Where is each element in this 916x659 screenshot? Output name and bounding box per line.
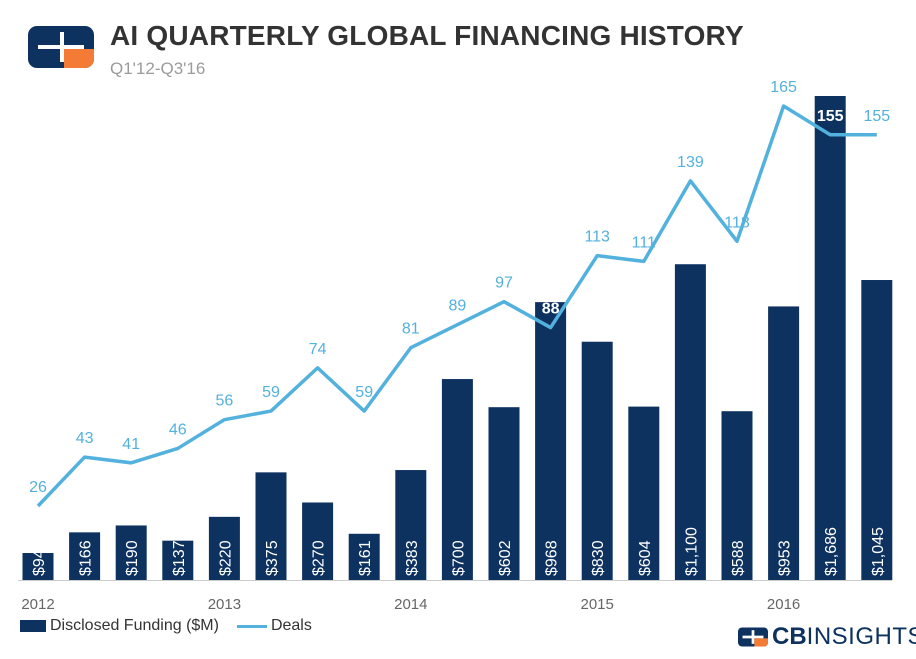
page-subtitle: Q1'12-Q3'16 [110,59,206,78]
deals-data-label: 155 [817,108,844,125]
funding-bar-label: $190 [124,540,141,576]
x-axis-year-label: 2013 [208,596,241,613]
x-axis-year-label: 2015 [581,596,614,613]
legend-deals-swatch [236,624,267,628]
funding-bar [395,470,427,580]
deals-data-label: 74 [309,341,327,358]
brand-name-bold: CB [772,623,807,650]
brand-name-light: INSIGHTS [806,623,916,650]
deals-data-label: 118 [724,214,750,231]
funding-bar [628,406,660,580]
funding-bar [348,533,380,580]
funding-bar [814,96,846,580]
x-axis-year-label: 2016 [767,596,800,613]
funding-bar-label: $270 [311,540,328,576]
funding-bar-label: $602 [497,540,514,576]
funding-bar-label: $1,686 [823,527,840,576]
funding-bar-label: $166 [78,540,95,576]
funding-bar-label: $375 [264,540,281,576]
deals-data-label: 26 [29,479,47,496]
legend-funding-label: Disclosed Funding ($M) [50,617,219,634]
deals-data-label: 41 [122,436,140,453]
legend-funding-swatch [20,620,46,632]
deals-data-label: 88 [542,301,560,318]
funding-bar [441,379,473,580]
legend-deals-label: Deals [270,617,312,634]
funding-bar [721,411,753,580]
funding-bar-label: $1,100 [683,527,700,576]
deals-line: 26 43 41 46 56 59 74 59 81 89 97 88 113 111 139 118 165 1… [29,79,890,508]
x-axis-year-label: 2014 [394,596,427,613]
deals-data-label: 97 [495,275,513,292]
deals-line-path [36,104,877,508]
funding-bar-label: $953 [777,540,794,576]
funding-bar [488,407,520,580]
deals-data-label: 43 [76,430,94,447]
funding-bar [22,553,54,580]
deals-data-label: 89 [449,298,467,315]
cb-insights-mark-icon [738,627,768,647]
funding-bar-label: $604 [637,540,654,576]
funding-bar [768,306,800,580]
deals-data-label: 155 [863,108,890,125]
funding-bars: $94 $166 $190 $137 $220 $375 $270 $161 $383 $700 $… [22,96,893,580]
cb-insights-brand: CB INSIGHTS [738,623,916,651]
funding-bar-label: $830 [590,540,607,576]
funding-bar-label: $383 [404,540,421,576]
funding-bar [302,502,334,580]
deals-data-label: 46 [169,421,187,438]
funding-bar-label: $968 [544,540,561,576]
funding-bar [674,264,706,580]
funding-bar [255,472,287,580]
deals-data-label: 59 [262,384,280,401]
deals-data-label: 81 [402,321,420,338]
funding-bar [115,525,147,580]
funding-bar [162,540,194,580]
deals-data-label: 165 [770,79,797,96]
funding-bar-label: $1,045 [870,527,887,576]
funding-bar-label: $161 [357,540,374,576]
funding-bar-label: $588 [730,540,747,576]
chart-legend: Disclosed Funding ($M) Deals [20,617,312,635]
funding-bar [69,532,101,580]
funding-bar-label: $220 [217,540,234,576]
x-axis: 2012 2013 2014 2015 2016 [18,580,892,613]
funding-bar [581,341,613,580]
funding-bar [208,516,240,580]
funding-bar-label: $137 [171,540,188,576]
deals-data-label: 113 [584,229,610,246]
funding-bar-label: $94 [31,549,48,576]
deals-data-label: 139 [677,154,704,171]
x-axis-year-label: 2012 [21,596,54,613]
deals-data-label: 59 [355,384,373,401]
funding-bar-label: $700 [450,540,467,576]
deals-data-label: 111 [632,234,656,251]
funding-bar [535,302,567,580]
page-title: AI QUARTERLY GLOBAL FINANCING HISTORY [110,20,744,51]
deals-data-label: 56 [216,393,234,410]
funding-bar [861,280,893,580]
cb-insights-logo-icon [28,26,94,68]
